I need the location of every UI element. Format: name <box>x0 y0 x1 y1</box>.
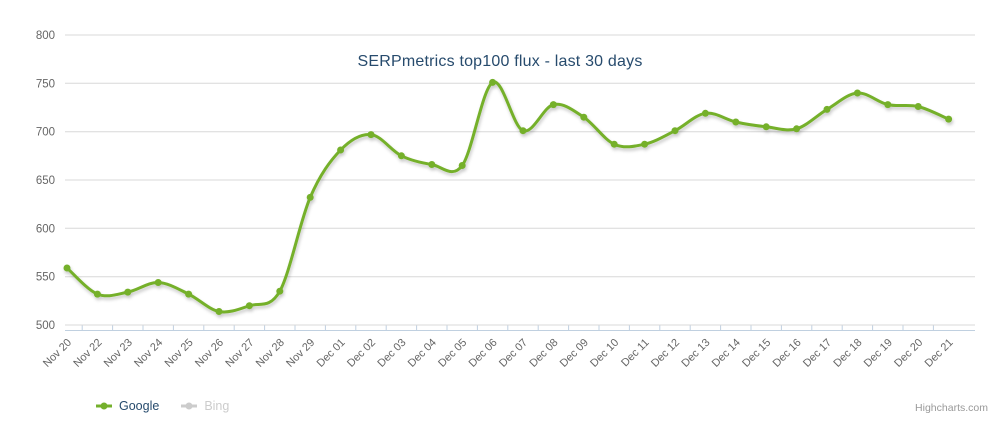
x-axis-label: Dec 02 <box>345 337 378 370</box>
legend-label-google: Google <box>119 399 160 413</box>
x-axis-label: Nov 22 <box>71 337 104 370</box>
google-series-point[interactable] <box>580 113 588 121</box>
google-series-point[interactable] <box>641 140 649 148</box>
y-axis-label: 550 <box>36 272 55 284</box>
x-axis-label: Dec 04 <box>406 337 439 370</box>
google-series-point[interactable] <box>154 279 162 286</box>
google-series-point[interactable] <box>489 78 497 86</box>
legend-label-bing: Bing <box>204 399 230 413</box>
x-axis-label: Nov 29 <box>284 337 317 370</box>
x-axis-label: Nov 24 <box>132 337 165 370</box>
y-axis-label: 750 <box>36 78 55 90</box>
google-series-point[interactable] <box>762 123 770 131</box>
google-series-point[interactable] <box>610 140 618 148</box>
google-series-point[interactable] <box>63 264 71 272</box>
highcharts-credit-link[interactable]: Highcharts.com <box>915 402 988 414</box>
x-axis-label: Nov 25 <box>163 337 196 370</box>
google-series-point[interactable] <box>93 290 101 298</box>
google-series-point[interactable] <box>793 125 801 133</box>
google-series-point[interactable] <box>337 146 345 154</box>
x-axis-label: Dec 07 <box>497 337 530 370</box>
chart-legend: Google Bing <box>96 396 229 416</box>
google-series-point[interactable] <box>428 161 436 168</box>
google-series-point[interactable] <box>671 127 679 135</box>
google-series-point[interactable] <box>185 290 193 298</box>
x-axis-label: Dec 12 <box>649 337 682 370</box>
y-axis-label: 800 <box>36 30 55 42</box>
google-series-point[interactable] <box>124 288 132 296</box>
bing-series-marker-icon <box>181 402 198 410</box>
x-axis-label: Dec 21 <box>923 337 956 370</box>
y-axis-label: 600 <box>36 223 55 235</box>
y-axis-label: 500 <box>36 320 55 332</box>
x-axis-label: Dec 05 <box>436 337 469 370</box>
x-axis-label: Dec 08 <box>527 337 560 370</box>
x-axis-label: Dec 11 <box>619 337 652 370</box>
x-axis-label: Dec 16 <box>771 337 804 370</box>
google-series-point[interactable] <box>367 131 375 139</box>
chart-title: SERPmetrics top100 flux - last 30 days <box>357 53 643 70</box>
google-series-point[interactable] <box>215 308 223 315</box>
legend-item-bing[interactable]: Bing <box>181 399 229 413</box>
x-axis-label: Dec 10 <box>588 337 621 370</box>
x-axis-label: Dec 15 <box>740 337 773 370</box>
y-axis-label: 700 <box>36 127 55 139</box>
x-axis-label: Nov 20 <box>41 337 74 370</box>
google-series-line <box>65 80 951 314</box>
google-series-point[interactable] <box>884 101 892 109</box>
google-series-point[interactable] <box>823 105 831 113</box>
x-axis-label: Nov 26 <box>193 337 226 370</box>
x-axis-label: Dec 17 <box>801 337 834 370</box>
x-axis-label: Dec 09 <box>558 337 591 370</box>
y-axis-label: 650 <box>36 175 55 187</box>
x-axis-label: Nov 28 <box>254 337 287 370</box>
google-series-point[interactable] <box>276 287 284 295</box>
google-series-point[interactable] <box>549 101 557 109</box>
google-series-marker-icon <box>96 402 112 410</box>
x-axis-label: Dec 14 <box>710 337 743 370</box>
google-series-point[interactable] <box>914 103 922 110</box>
x-axis-label: Nov 27 <box>223 337 256 370</box>
x-axis-label: Dec 13 <box>679 337 712 370</box>
google-series-point[interactable] <box>732 118 740 126</box>
google-series-point[interactable] <box>701 109 709 117</box>
x-axis-label: Dec 03 <box>375 337 408 370</box>
google-series-point[interactable] <box>853 89 861 97</box>
x-axis-label: Dec 19 <box>862 337 895 370</box>
x-axis-label: Dec 20 <box>892 337 925 370</box>
google-series-point[interactable] <box>306 193 314 201</box>
google-series-point[interactable] <box>397 152 405 160</box>
x-axis-label: Nov 23 <box>102 337 135 370</box>
x-axis-label: Dec 18 <box>831 337 864 370</box>
google-series-point[interactable] <box>458 162 466 169</box>
google-series-point[interactable] <box>945 115 953 123</box>
legend-item-google[interactable]: Google <box>96 399 159 413</box>
x-axis-label: Dec 06 <box>467 337 500 370</box>
google-series-point[interactable] <box>519 127 527 135</box>
x-axis-label: Dec 01 <box>315 337 348 370</box>
google-series-point[interactable] <box>245 302 253 310</box>
